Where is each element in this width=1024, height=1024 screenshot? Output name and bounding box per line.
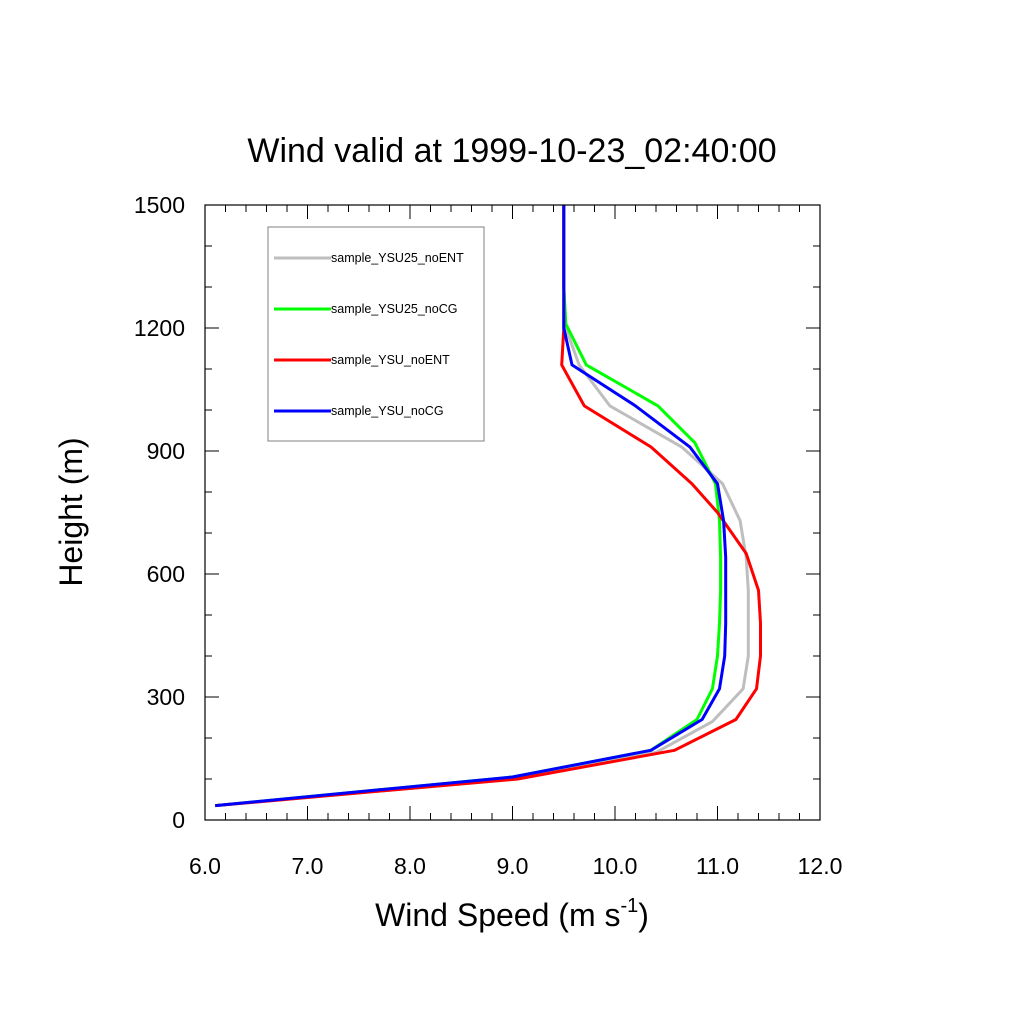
y-tick-label: 300 — [147, 684, 185, 710]
legend-box — [267, 226, 485, 442]
x-tick-label: 9.0 — [497, 853, 529, 879]
series-line-4 — [215, 205, 728, 808]
x-tick-label: 6.0 — [189, 853, 221, 879]
y-tick-label: 900 — [147, 438, 185, 464]
legend-label-3: sample_YSU_noENT — [331, 353, 450, 367]
x-tick-label: 7.0 — [292, 853, 324, 879]
plot-frame — [204, 204, 821, 821]
x-tick-label: 8.0 — [394, 853, 426, 879]
y-axis-title: Height (m) — [53, 437, 89, 586]
series-line-2 — [215, 205, 723, 808]
x-tick-label: 11.0 — [696, 853, 739, 879]
x-tick-label: 10.0 — [593, 853, 638, 879]
x-axis-title-close: ) — [638, 897, 649, 933]
y-tick-label: 1500 — [134, 192, 185, 218]
series-lines — [215, 205, 762, 808]
legend-label-1: sample_YSU25_noENT — [331, 251, 464, 265]
x-axis-title-superscript: -1 — [620, 895, 638, 917]
y-tick-label: 0 — [172, 807, 185, 833]
legend-label-2: sample_YSU25_noCG — [331, 302, 457, 316]
legend: sample_YSU25_noENT sample_YSU25_noCGsampl… — [267, 226, 485, 442]
x-tick-label: 12.0 — [798, 853, 843, 879]
chart-title: Wind valid at 1999-10-23_02:40:00 — [247, 132, 776, 170]
legend-label-4: sample_YSU_noCG — [331, 404, 444, 418]
y-tick-label: 600 — [147, 561, 185, 587]
y-tick-labels: 0 300 600 900 1200 1500 — [134, 192, 185, 833]
y-tick-label: 1200 — [134, 315, 185, 341]
x-tick-labels: 6.0 7.0 8.0 9.0 10.0 11.0 12.0 — [189, 853, 842, 879]
x-axis-title: Wind Speed (m s-1) — [375, 895, 649, 933]
